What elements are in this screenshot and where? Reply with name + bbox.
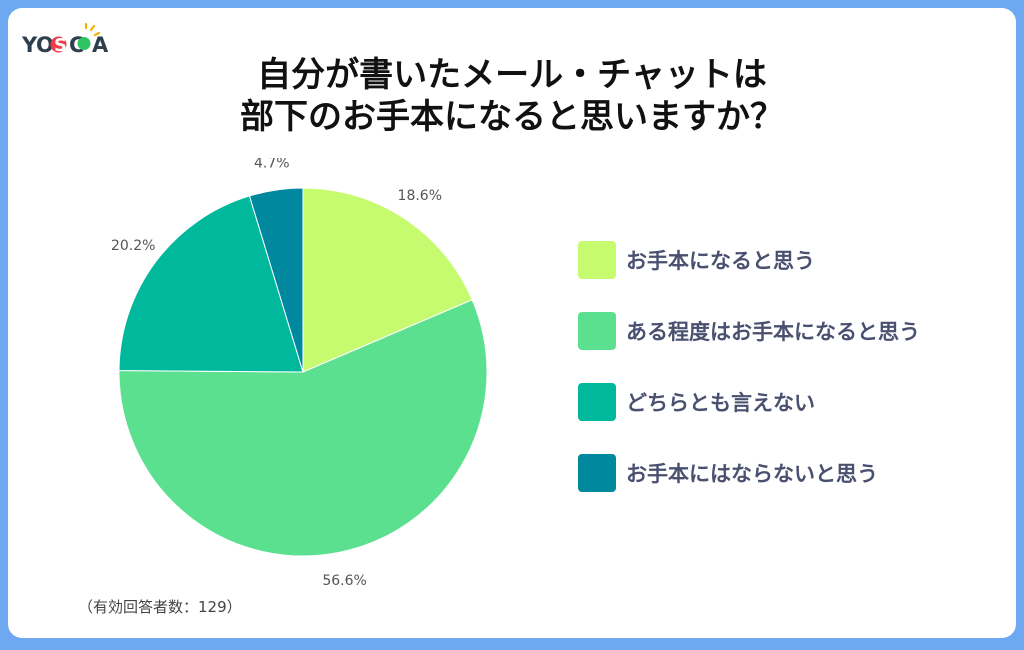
chart-legend: お手本になると思うある程度はお手本になると思う どちらとも言えないお手本にはならな… <box>578 240 920 524</box>
svg-text:YO: YO <box>21 33 53 57</box>
chart-title-line2: 部下のお手本になると思いますか？ <box>240 97 784 137</box>
pie-data-label-4: 4.7% <box>254 158 290 171</box>
pie-data-label-3: 20.2% <box>111 238 155 254</box>
legend-item-2: ある程度はお手本になると思う <box>578 311 920 351</box>
legend-item-4: お手本にはならないと思う <box>578 453 920 493</box>
chart-title-line1: 自分が書いたメール・チャットは <box>257 55 767 95</box>
yosca-logo: YO S C A <box>21 22 109 57</box>
legend-item-3: どちらとも言えない <box>578 382 920 422</box>
legend-label-3: どちらとも言えない <box>626 391 815 415</box>
pie-slice-2 <box>118 299 488 557</box>
pie-slice-3 <box>118 195 304 373</box>
chart-title: 自分が書いたメール・チャットは 部下のお手本になると思いますか？ <box>8 54 1016 138</box>
legend-swatch-3 <box>578 383 616 421</box>
respondent-count-note: （有効回答者数：129） <box>78 598 242 616</box>
pie-slice-1 <box>302 187 473 373</box>
legend-item-1: お手本になると思う <box>578 240 920 280</box>
legend-label-1: お手本になると思う <box>626 249 815 273</box>
svg-text:S: S <box>54 35 67 56</box>
legend-label-2: ある程度はお手本になると思う <box>626 320 920 344</box>
pie-data-label-2: 56.6% <box>322 573 366 589</box>
svg-text:A: A <box>92 33 109 57</box>
legend-swatch-1 <box>578 241 616 279</box>
chart-card: YO S C A 自分が書いたメール・チャットは 部下のお手本になると思いますか… <box>8 8 1016 638</box>
pie-chart: 18.6% 56.6% 20.2% 4.7% <box>111 158 488 589</box>
legend-swatch-2 <box>578 312 616 350</box>
pie-slice-4 <box>248 187 304 373</box>
legend-label-4: お手本にはならないと思う <box>626 462 878 486</box>
legend-swatch-4 <box>578 454 616 492</box>
pie-data-label-1: 18.6% <box>398 188 442 204</box>
